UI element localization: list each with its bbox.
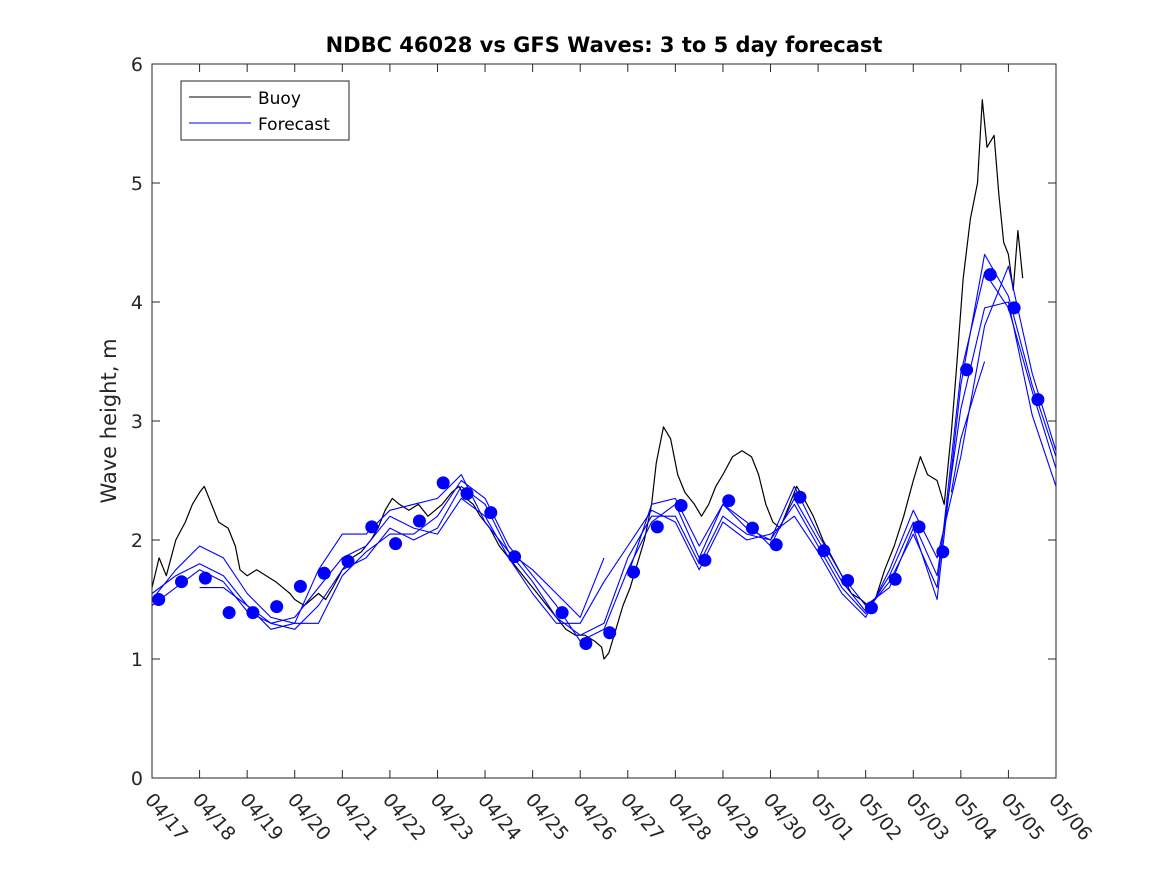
forecast-marker <box>484 506 498 520</box>
legend-box <box>180 80 350 141</box>
plot-frame <box>151 63 1057 779</box>
forecast-marker <box>983 268 997 282</box>
forecast-marker <box>841 574 855 587</box>
forecast-marker <box>817 544 831 558</box>
x-tick-label: 05/05 <box>997 789 1049 845</box>
legend-forecast-label: Forecast <box>258 115 330 135</box>
x-tick-label: 04/30 <box>759 789 811 845</box>
x-tick-label: 04/18 <box>188 789 240 845</box>
x-tick-label: 05/06 <box>1044 789 1096 845</box>
y-tick-label: 3 <box>131 411 143 433</box>
x-tick-label: 04/21 <box>330 789 382 845</box>
forecast-marker <box>222 606 236 620</box>
forecast-marker <box>555 606 569 620</box>
forecast-marker <box>365 520 379 534</box>
forecast-marker <box>508 550 522 564</box>
forecast-marker <box>317 566 331 580</box>
plot-area <box>152 64 1056 778</box>
forecast-marker <box>650 520 664 534</box>
forecast-line <box>151 265 1057 624</box>
forecast-line <box>627 253 1057 607</box>
forecast-marker <box>436 476 450 490</box>
buoy-series <box>151 99 1024 660</box>
forecast-marker <box>674 499 688 512</box>
y-tick-label: 1 <box>131 649 143 671</box>
x-tick-label: 04/29 <box>711 789 763 845</box>
x-tick-label: 04/24 <box>473 789 525 845</box>
forecast-marker <box>198 571 212 585</box>
forecast-marker <box>912 520 926 534</box>
forecast-marker <box>1031 393 1045 407</box>
forecast-marker <box>864 601 878 615</box>
forecast-marker <box>769 538 783 552</box>
y-axis-label: Wave height, m <box>97 338 121 503</box>
x-tick-label: 04/26 <box>568 789 620 845</box>
forecast-series <box>151 253 1057 650</box>
y-tick-label: 2 <box>131 530 143 552</box>
x-tick-label: 04/28 <box>664 789 716 845</box>
x-tick-label: 04/17 <box>140 789 192 845</box>
x-tick-label: 04/23 <box>426 789 478 845</box>
y-tick-label: 6 <box>131 54 143 76</box>
x-tick-label: 04/19 <box>235 789 287 845</box>
x-tick-label: 05/03 <box>901 789 953 845</box>
y-tick-label: 4 <box>131 292 143 314</box>
forecast-marker <box>175 575 188 589</box>
forecast-marker <box>745 521 759 535</box>
forecast-marker <box>246 606 260 620</box>
forecast-marker <box>460 487 474 501</box>
forecast-marker <box>603 626 617 640</box>
forecast-line <box>199 474 605 630</box>
y-tick-label: 0 <box>131 768 143 790</box>
forecast-marker <box>293 579 307 593</box>
forecast-marker <box>698 553 712 567</box>
forecast-marker <box>270 600 284 614</box>
forecast-line <box>151 301 1057 636</box>
forecast-marker <box>579 637 593 650</box>
forecast-marker <box>341 554 355 568</box>
x-tick-label: 04/25 <box>521 789 573 845</box>
x-tick-label: 04/20 <box>283 789 335 845</box>
forecast-marker <box>888 572 902 586</box>
forecast-marker <box>1007 301 1021 315</box>
legend: Buoy Forecast <box>180 80 350 141</box>
buoy-line <box>151 99 1024 660</box>
x-tick-label: 04/27 <box>616 789 668 845</box>
forecast-marker <box>152 593 166 606</box>
forecast-line <box>950 361 986 493</box>
forecast-marker <box>793 490 807 504</box>
forecast-marker <box>389 537 403 551</box>
x-tick-label: 05/04 <box>949 789 1001 845</box>
x-tick-label: 05/02 <box>854 789 906 845</box>
y-tick-label: 5 <box>131 173 143 195</box>
forecast-marker <box>627 565 640 579</box>
forecast-marker <box>936 545 950 559</box>
forecast-marker <box>960 363 974 377</box>
forecast-marker <box>722 494 736 508</box>
forecast-line <box>151 271 1057 642</box>
legend-buoy-label: Buoy <box>258 89 301 109</box>
chart-title: NDBC 46028 vs GFS Waves: 3 to 5 day fore… <box>326 33 883 57</box>
x-tick-label: 05/01 <box>806 789 858 845</box>
x-tick-label: 04/22 <box>378 789 430 845</box>
forecast-marker <box>412 514 426 528</box>
